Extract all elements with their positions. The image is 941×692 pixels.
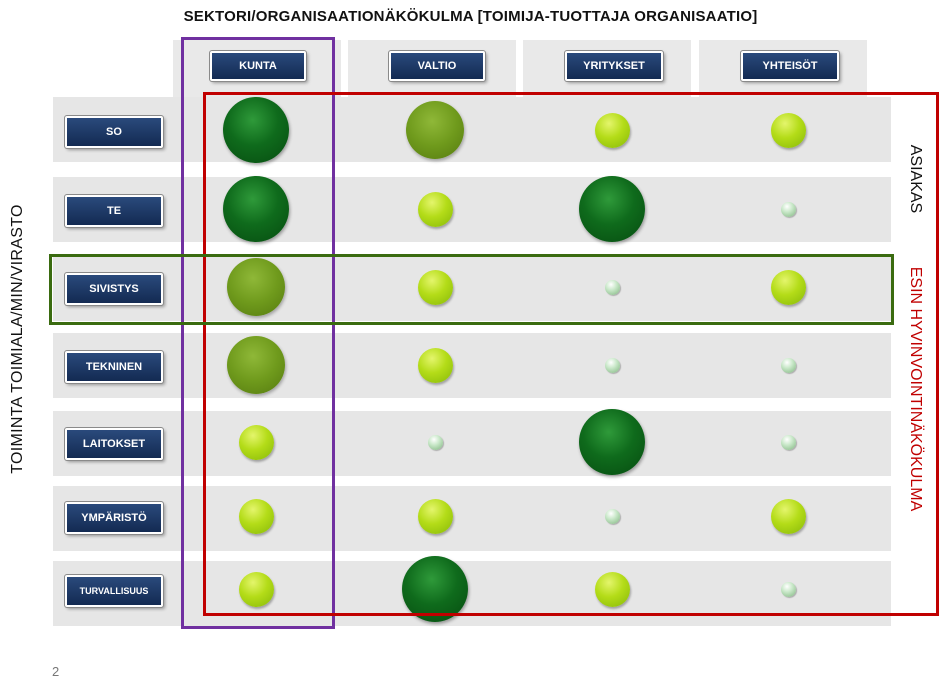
bubble-ympäristö-valtio	[417, 498, 453, 534]
bubble-sivistys-yhteisöt	[770, 269, 806, 305]
bubble-so-kunta	[223, 97, 289, 163]
page-title: SEKTORI/ORGANISAATIONÄKÖKULMA [TOIMIJA-T…	[183, 8, 758, 25]
bubble-laitokset-valtio	[427, 434, 443, 450]
row-band	[53, 256, 891, 321]
bubble-so-valtio	[406, 101, 464, 159]
bubble-tekninen-yritykset	[604, 357, 620, 373]
welfare-label: ESIN HYVINVOINTINÄKÖKULMA	[907, 266, 924, 512]
row-band	[53, 177, 891, 242]
asiakas-highlight-box	[203, 92, 939, 616]
bubble-ympäristö-yhteisöt	[770, 498, 806, 534]
bubble-tekninen-kunta	[227, 336, 285, 394]
row-header-tekninen: TEKNINEN	[64, 350, 164, 384]
asiakas-label: ASIAKAS	[907, 144, 924, 214]
column-header-yhteisöt: YHTEISÖT	[740, 50, 840, 82]
bubble-turvallisuus-kunta	[238, 571, 274, 607]
row-band	[53, 97, 891, 162]
row-band	[53, 333, 891, 398]
row-header-sivistys: SIVISTYS	[64, 272, 164, 306]
row-header-laitokset: LAITOKSET	[64, 427, 164, 461]
bubble-te-yhteisöt	[780, 201, 796, 217]
bubble-turvallisuus-valtio	[402, 556, 468, 622]
bubble-so-yhteisöt	[770, 112, 806, 148]
bubble-turvallisuus-yritykset	[594, 571, 630, 607]
bubble-laitokset-kunta	[238, 424, 274, 460]
row-band	[53, 486, 891, 551]
bubble-sivistys-yritykset	[604, 279, 620, 295]
row-header-te: TE	[64, 194, 164, 228]
column-header-yritykset: YRITYKSET	[564, 50, 664, 82]
bubble-laitokset-yritykset	[579, 409, 645, 475]
row-header-so: SO	[64, 115, 164, 149]
column-header-kunta: KUNTA	[209, 50, 307, 82]
bubble-laitokset-yhteisöt	[780, 434, 796, 450]
sivistys-highlight-box	[49, 254, 894, 325]
bubble-turvallisuus-yhteisöt	[780, 581, 796, 597]
bubble-te-yritykset	[579, 176, 645, 242]
bubble-ympäristö-kunta	[238, 498, 274, 534]
y-axis-label: TOIMINTA TOIMIALA/MIN/VIRASTO	[9, 204, 26, 474]
row-band	[53, 411, 891, 476]
row-header-ympäristö: YMPÄRISTÖ	[64, 501, 164, 535]
row-header-turvallisuus: TURVALLISUUS	[64, 574, 164, 608]
page-number: 2	[52, 664, 60, 679]
bubble-tekninen-yhteisöt	[780, 357, 796, 373]
bubble-tekninen-valtio	[417, 347, 453, 383]
column-header-valtio: VALTIO	[388, 50, 486, 82]
kunta-highlight-box	[181, 37, 335, 629]
bubble-sivistys-valtio	[417, 269, 453, 305]
bubble-te-kunta	[223, 176, 289, 242]
bubble-so-yritykset	[594, 112, 630, 148]
bubble-sivistys-kunta	[227, 258, 285, 316]
bubble-ympäristö-yritykset	[604, 508, 620, 524]
bubble-te-valtio	[417, 191, 453, 227]
